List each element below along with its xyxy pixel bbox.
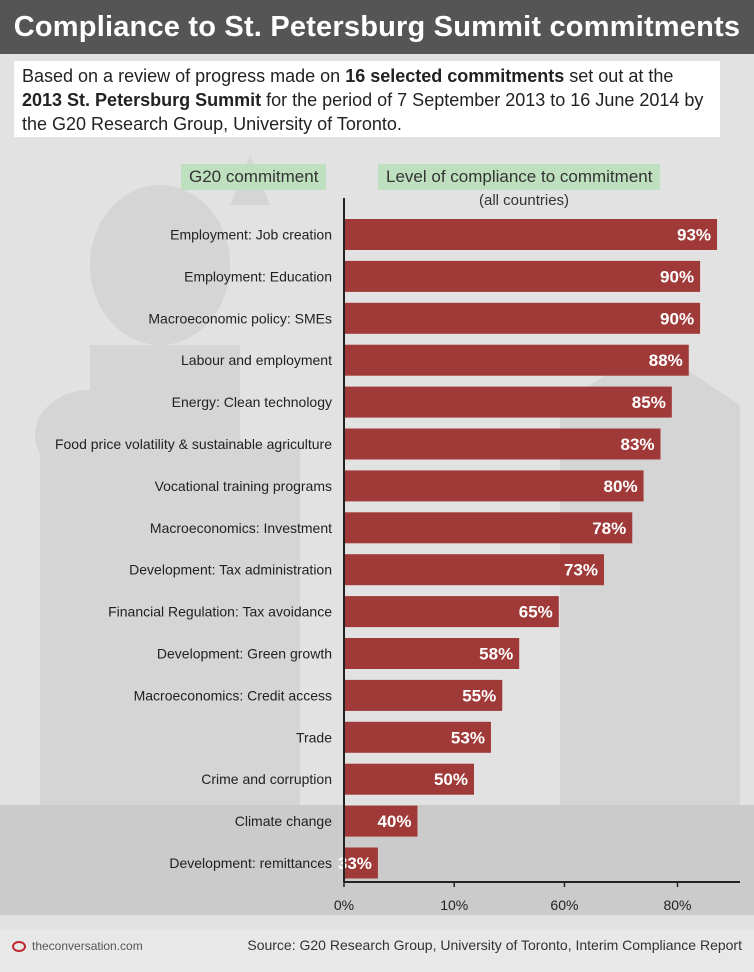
value-label: 73% bbox=[564, 561, 598, 580]
value-label: 50% bbox=[434, 770, 468, 789]
category-label: Development: Green growth bbox=[157, 646, 332, 662]
value-label: 83% bbox=[620, 435, 654, 454]
category-label: Employment: Job creation bbox=[170, 227, 332, 243]
value-label: 93% bbox=[677, 226, 711, 245]
x-tick-label: 0% bbox=[334, 897, 354, 913]
category-label: Climate change bbox=[235, 813, 332, 829]
column-header-commitment-text: G20 commitment bbox=[189, 167, 319, 186]
page-title-text: Compliance to St. Petersburg Summit comm… bbox=[13, 10, 741, 43]
conversation-logo-icon bbox=[12, 940, 26, 952]
bar-3 bbox=[344, 344, 689, 376]
column-header-compliance-text: Level of compliance to commitment bbox=[386, 167, 653, 186]
conversation-logo[interactable]: theconversation.com bbox=[12, 939, 143, 953]
column-header-commitment: G20 commitment bbox=[181, 164, 327, 190]
bar-8 bbox=[344, 554, 604, 586]
intro-text-part1: Based on a review of progress made on bbox=[22, 66, 346, 86]
bar-15 bbox=[344, 847, 378, 879]
category-label: Macroeconomic policy: SMEs bbox=[148, 310, 332, 326]
value-label: 55% bbox=[462, 686, 496, 705]
column-subheader-all-countries: (all countries) bbox=[479, 192, 569, 209]
value-label: 85% bbox=[632, 393, 666, 412]
category-label: Food price volatility & sustainable agri… bbox=[55, 436, 332, 452]
footer bbox=[0, 930, 754, 972]
category-label: Labour and employment bbox=[181, 352, 332, 368]
bar-13 bbox=[344, 763, 474, 795]
x-tick-label: 80% bbox=[663, 897, 691, 913]
category-label: Development: Tax administration bbox=[129, 562, 332, 578]
category-label: Crime and corruption bbox=[201, 771, 332, 787]
logo-text: theconversation.com bbox=[32, 939, 143, 953]
value-label: 80% bbox=[604, 477, 638, 496]
value-label: 88% bbox=[649, 351, 683, 370]
source-note: Source: G20 Research Group, University o… bbox=[247, 937, 742, 953]
value-label: 40% bbox=[377, 812, 411, 831]
intro-text-bold2: 2013 St. Petersburg Summit bbox=[22, 90, 262, 110]
bar-12 bbox=[344, 721, 491, 753]
x-tick-label: 60% bbox=[550, 897, 578, 913]
bar-7 bbox=[344, 512, 633, 544]
intro-text-bold1: 16 selected commitments bbox=[345, 66, 565, 86]
bar-1 bbox=[344, 260, 701, 292]
value-label: 53% bbox=[451, 728, 485, 747]
page-title: Compliance to St. Petersburg Summit comm… bbox=[0, 0, 754, 54]
value-label: 78% bbox=[592, 519, 626, 538]
bar-5 bbox=[344, 428, 661, 460]
source-text: Source: G20 Research Group, University o… bbox=[247, 937, 742, 953]
value-label: 58% bbox=[479, 645, 513, 664]
category-label: Trade bbox=[296, 729, 332, 745]
category-label: Energy: Clean technology bbox=[172, 394, 332, 410]
column-subheader-text: (all countries) bbox=[479, 192, 570, 209]
category-label: Development: remittances bbox=[169, 855, 332, 871]
column-header-compliance: Level of compliance to commitment bbox=[378, 164, 661, 190]
value-label: 90% bbox=[660, 309, 694, 328]
intro-text-part2: set out at the bbox=[564, 66, 674, 86]
bar-4 bbox=[344, 386, 672, 418]
bar-6 bbox=[344, 470, 644, 502]
bar-9 bbox=[344, 596, 559, 628]
category-label: Macroeconomics: Investment bbox=[150, 520, 332, 536]
intro-text-box: Based on a review of progress made on 16… bbox=[14, 61, 720, 137]
intro-text-part3: for the period of 7 September 2013 to 16… bbox=[22, 90, 704, 134]
bar-10 bbox=[344, 638, 520, 669]
bar-14 bbox=[344, 805, 418, 837]
value-label: 65% bbox=[519, 603, 553, 622]
value-label: 33% bbox=[338, 854, 372, 873]
x-tick-label: 10% bbox=[440, 897, 468, 913]
category-label: Employment: Education bbox=[184, 268, 332, 284]
bar-0 bbox=[344, 219, 718, 250]
category-label: Macroeconomics: Credit access bbox=[134, 687, 332, 703]
category-label: Financial Regulation: Tax avoidance bbox=[108, 604, 332, 620]
bar-2 bbox=[344, 302, 701, 334]
bar-11 bbox=[344, 679, 503, 711]
value-label: 90% bbox=[660, 267, 694, 286]
category-label: Vocational training programs bbox=[155, 478, 332, 494]
